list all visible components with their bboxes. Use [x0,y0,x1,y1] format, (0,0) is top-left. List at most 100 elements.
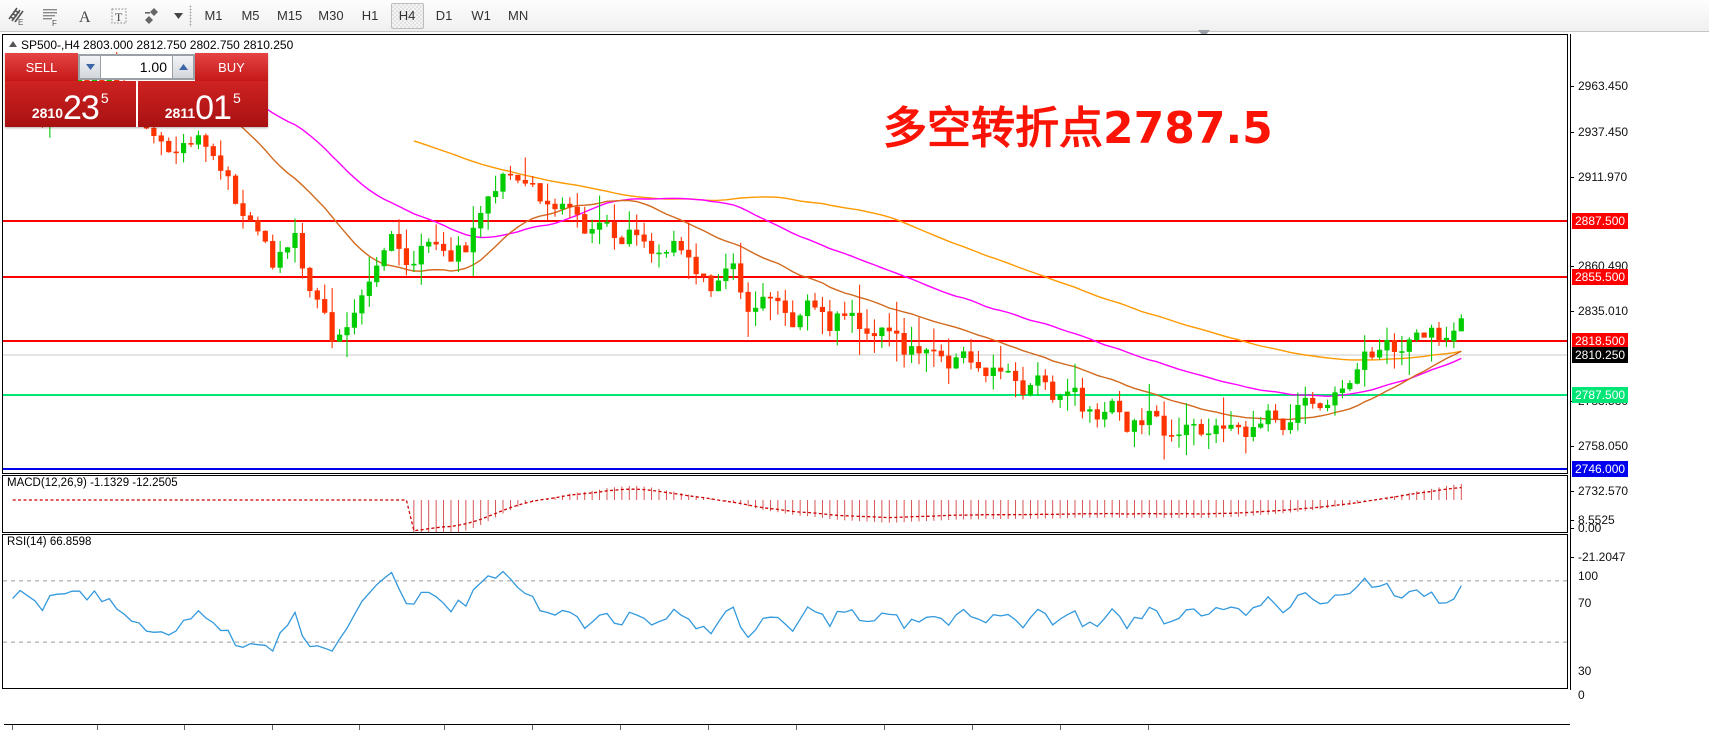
rsi-chart-svg [3,570,1567,653]
time-tick [359,725,360,730]
macd-histogram [413,483,1462,532]
volume-stepper[interactable]: 1.00 [78,54,195,80]
symbol-ohlc-text: SP500-,H4 2803.000 2812.750 2802.750 281… [21,38,294,52]
price-axis-label: 2937.450 [1578,125,1629,139]
time-tick [1148,725,1149,730]
axis-tick [1570,266,1574,267]
tf-label: D1 [435,8,453,23]
tf-label: W1 [471,8,491,23]
price-axis-label: 2835.010 [1578,304,1629,318]
rsi-line [12,570,1462,653]
sell-label: SELL [25,59,58,75]
tab-timeframe-m1[interactable]: M1 [197,3,230,29]
toolbar-grip[interactable] [186,3,195,29]
one-click-trading-panel[interactable]: SELL 1.00 BUY 2810 23 5 2811 01 5 [5,53,268,127]
text-box-icon[interactable]: T [102,1,136,31]
time-axis[interactable]: 29 Apr 20191 May 16:003 May 16:007 May 1… [4,724,1570,731]
tf-label: M30 [318,8,344,23]
time-tick [184,725,185,730]
time-tick [972,725,973,730]
tab-timeframe-m30[interactable]: M30 [312,3,349,29]
symbol-ohlc-row: SP500-,H4 2803.000 2812.750 2802.750 281… [9,38,293,52]
axis-tick [1570,491,1574,492]
tf-label: M15 [277,8,303,23]
price-chart-svg [3,52,1567,470]
chart-annotation-text: 多空转折点2787.5 [883,103,1273,154]
time-tick [1060,725,1061,730]
axis-tick [1570,311,1574,312]
indicators-icon[interactable]: F [34,1,68,31]
rsi-axis-label: 100 [1578,569,1599,583]
tf-label: M1 [204,8,223,23]
buy-price-display[interactable]: 2811 01 5 [135,81,268,127]
svg-text:T: T [115,10,123,24]
volume-value: 1.00 [139,59,167,75]
chart-scroll-marker-icon [1198,30,1210,37]
ma-line-darkorange [161,93,1462,421]
rsi-legend: RSI(14) 66.8598 [7,536,92,548]
ma-line-magenta [257,103,1462,398]
expert-advisor-icon[interactable]: E [0,1,34,31]
collapse-triangle-icon[interactable] [9,41,17,47]
svg-text:E: E [18,18,23,27]
tf-label: H1 [361,8,379,23]
volume-increase-button[interactable] [172,55,194,79]
axis-tick [1570,528,1574,529]
macd-panel[interactable]: MACD(12,26,9) -1.1329 -12.2505 [2,475,1568,533]
sell-price-display[interactable]: 2810 23 5 [5,81,136,127]
tf-label: H4 [398,8,416,23]
price-level-badge: 2746.000 [1572,461,1629,477]
volume-decrease-button[interactable] [79,55,101,79]
time-tick [532,725,533,730]
time-tick [272,725,273,730]
macd-axis-label: -21.2047 [1578,550,1626,564]
volume-input[interactable]: 1.00 [101,55,172,79]
price-level-badge: 2887.500 [1572,213,1629,229]
buy-price-sup: 5 [232,90,241,106]
sell-price-sup: 5 [100,90,109,106]
time-tick [444,725,445,730]
price-axis-label: 2758.050 [1578,439,1629,453]
chart-area[interactable]: SP500-,H4 2803.000 2812.750 2802.750 281… [2,34,1709,731]
time-tick [796,725,797,730]
main-toolbar: E F A T [0,0,1709,32]
price-axis-label: 2732.570 [1578,484,1629,498]
price-axis[interactable]: 2963.450 2937.450 2911.970 2860.490 2835.010… [1570,34,1709,729]
tab-timeframe-mn[interactable]: MN [502,3,535,29]
tab-timeframe-h4[interactable]: H4 [390,2,424,29]
time-tick [620,725,621,730]
sell-button[interactable]: SELL [5,53,78,81]
objects-icon[interactable] [136,1,170,31]
trade-panel-top-row: SELL 1.00 BUY [5,53,268,81]
price-level-badge: 2818.500 [1572,333,1629,349]
price-level-badge: 2855.500 [1572,269,1629,285]
rsi-axis-label: 30 [1578,664,1592,678]
macd-chart-svg [12,483,1462,532]
price-axis-label: 2963.450 [1578,79,1629,93]
rsi-axis-label: 0 [1578,688,1585,702]
tf-label: M5 [241,8,260,23]
axis-tick [1570,132,1574,133]
axis-tick [1570,177,1574,178]
chevron-down-icon[interactable] [170,3,186,29]
macd-axis-label: 8.5525 [1578,513,1615,527]
tab-timeframe-m15[interactable]: M15 [271,3,308,29]
trade-panel-prices-row: 2810 23 5 2811 01 5 [5,81,268,127]
macd-legend: MACD(12,26,9) -1.1329 -12.2505 [7,477,178,489]
tab-timeframe-h1[interactable]: H1 [354,3,387,29]
buy-price-main: 01 [195,89,232,127]
buy-button[interactable]: BUY [195,53,268,81]
tf-label: MN [507,8,529,23]
tab-timeframe-m5[interactable]: M5 [234,3,267,29]
time-tick [708,725,709,730]
rsi-panel[interactable]: RSI(14) 66.8598 [2,534,1568,689]
price-axis-label: 2911.970 [1578,170,1628,184]
price-level-badge: 2810.250 [1572,347,1629,363]
macd-signal-line [12,486,1462,532]
axis-tick [1570,520,1574,521]
text-label-icon[interactable]: A [68,1,102,31]
tab-timeframe-w1[interactable]: W1 [465,3,498,29]
time-tick [12,725,13,730]
tab-timeframe-d1[interactable]: D1 [428,3,461,29]
